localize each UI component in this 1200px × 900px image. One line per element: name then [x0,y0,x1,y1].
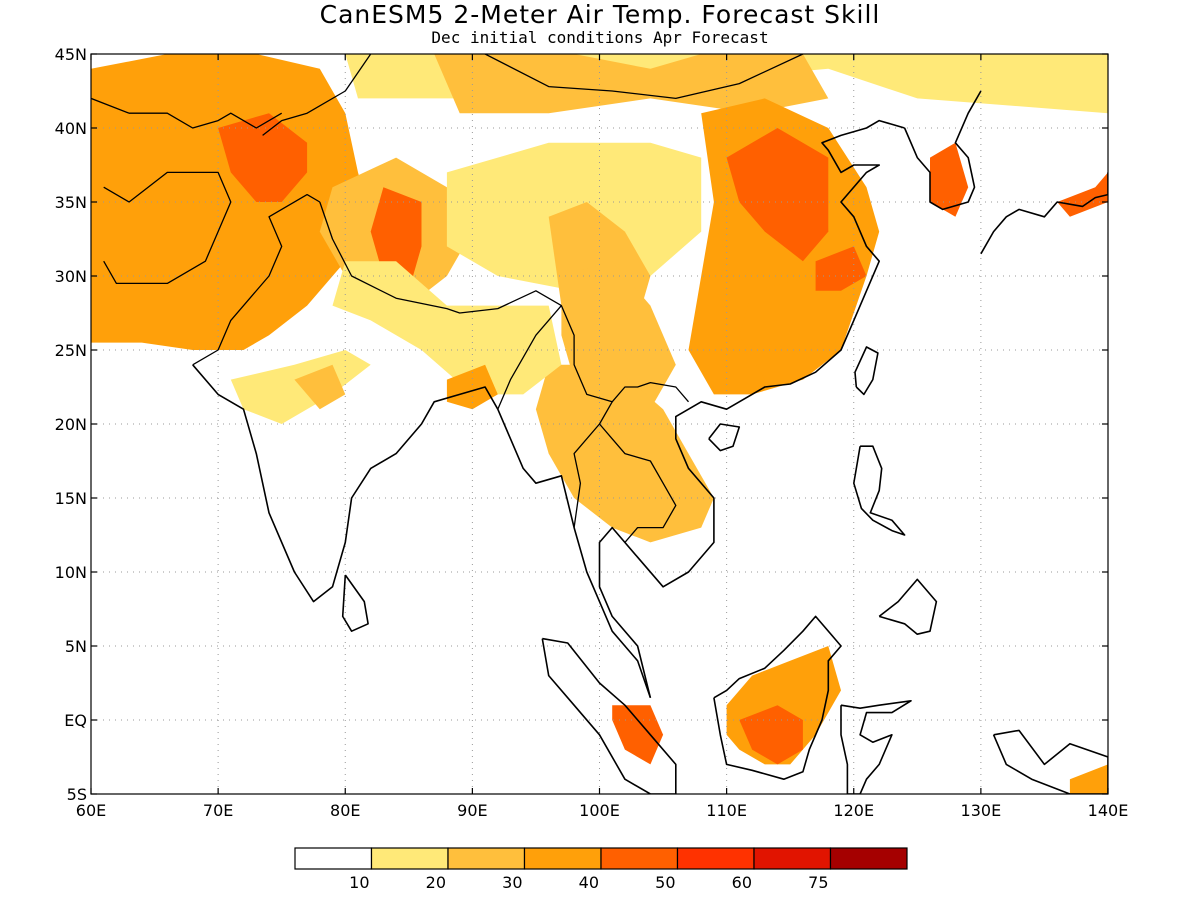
skill-region-yangtze [815,246,867,291]
skill-region-west-asia-core [218,113,308,202]
skill-shading-layer [91,54,1108,794]
border-thai-laos [599,423,677,543]
skill-region-china-east-core [726,128,829,262]
lon-tick-label: 90E [457,801,487,820]
coastline-japan [980,172,1108,255]
colorbar-label: 20 [426,873,446,892]
border-kazakh [91,97,283,129]
colorbar-swatch [447,847,526,870]
lat-tick-label: 35N [55,193,87,212]
border-india-china [319,201,562,314]
lat-tick-label: 10N [55,563,87,582]
lon-tick-label: 140E [1088,801,1129,820]
border-china-north [262,54,805,136]
border-afghan-pak [103,171,232,285]
colorbar-swatch [829,847,908,870]
lat-tick-label: 20N [55,415,87,434]
skill-region-china-south [739,276,854,380]
coastline-mindanao [878,578,938,636]
lon-tick-label: 80E [330,801,360,820]
colorbar-swatch [676,847,755,870]
axis-ticks: 60E 70E 80E 90E 100E 110E 120E 130E 140E 45N 40N 35… [55,45,1129,820]
colorbar-swatch [600,847,679,870]
colorbar-swatch [294,847,373,870]
lat-tick-label: 5N [65,637,87,656]
skill-region-india-small [294,364,346,410]
lon-tick-label: 60E [76,801,106,820]
lon-tick-label: 120E [833,801,874,820]
coastline-sulawesi [840,699,912,794]
coastline-ceylon [341,574,369,633]
coastline-luzon [852,445,906,536]
coastline-layer [192,90,1108,794]
coastline-korea [903,90,982,211]
colorbar-legend: 10 20 30 40 50 60 75 [294,847,908,892]
lat-tick-label: EQ [64,711,87,730]
map-subtitle: Dec initial conditions Apr Forecast [431,28,769,47]
lat-tick-label: 45N [55,45,87,64]
colorbar-label: 75 [808,873,828,892]
lon-tick-label: 70E [203,801,233,820]
lat-tick-label: 5S [67,785,87,804]
colorbar-swatch [370,847,449,870]
colorbar-label: 40 [579,873,599,892]
country-border-layer [91,54,805,543]
coastline-india [192,364,652,699]
skill-region-sumatra [612,705,664,765]
coastline-borneo [713,615,842,781]
lon-tick-label: 130E [961,801,1002,820]
coastline-new-guinea [992,729,1108,794]
coastline-taiwan [854,346,879,396]
coastline-sumatra [541,637,677,794]
lat-tick-label: 25N [55,341,87,360]
skill-region-mongolia-orange [434,54,829,114]
colorbar-label: 10 [349,873,369,892]
map-title: CanESM5 2-Meter Air Temp. Forecast Skill [319,0,881,29]
skill-region-bengal [446,364,498,410]
skill-region-japan [1057,172,1108,217]
skill-region-png [1069,764,1108,794]
lat-tick-label: 40N [55,119,87,138]
colorbar-label: 60 [732,873,752,892]
colorbar-swatch [523,847,602,870]
border-laos-vietnam [611,381,689,403]
lat-tick-label: 30N [55,267,87,286]
skill-region-korea [930,142,969,217]
coastline-hainan [708,423,741,452]
colorbar-swatch [753,847,832,870]
lon-tick-label: 100E [579,801,620,820]
lon-tick-label: 110E [706,801,747,820]
border-myanmar [497,304,613,528]
lat-tick-label: 15N [55,489,87,508]
coastline-indochina-east [598,119,905,698]
colorbar-label: 30 [502,873,522,892]
border-india-pak [192,193,321,366]
colorbar-label: 50 [655,873,675,892]
